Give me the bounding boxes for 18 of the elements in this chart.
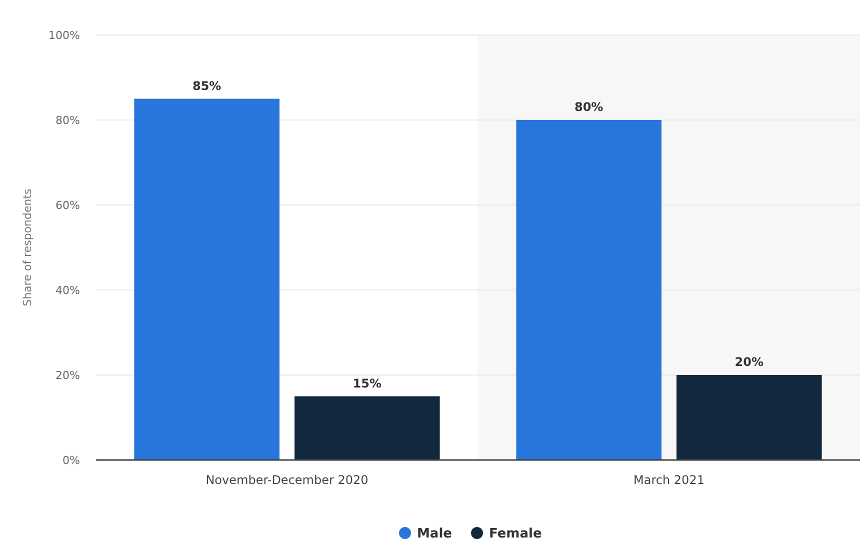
y-tick-label: 60% [56,198,80,212]
y-axis-title: Share of respondents [21,188,34,306]
x-tick-label: November-December 2020 [206,473,368,487]
y-tick-label: 80% [56,114,80,127]
data-label: 80% [574,100,604,114]
data-label: 20% [734,355,764,369]
bar [134,98,280,460]
y-tick-label: 40% [56,284,80,297]
data-label: 15% [352,376,382,390]
bar [676,375,822,460]
bar [294,396,440,460]
data-label: 85% [192,78,222,93]
y-tick-label: 20% [56,368,80,382]
x-tick-label: March 2021 [634,473,704,487]
legend-label: Male [417,526,452,542]
y-tick-label: 100% [48,28,80,42]
y-tick-label: 0% [62,454,80,467]
legend-label: Female [489,526,542,542]
